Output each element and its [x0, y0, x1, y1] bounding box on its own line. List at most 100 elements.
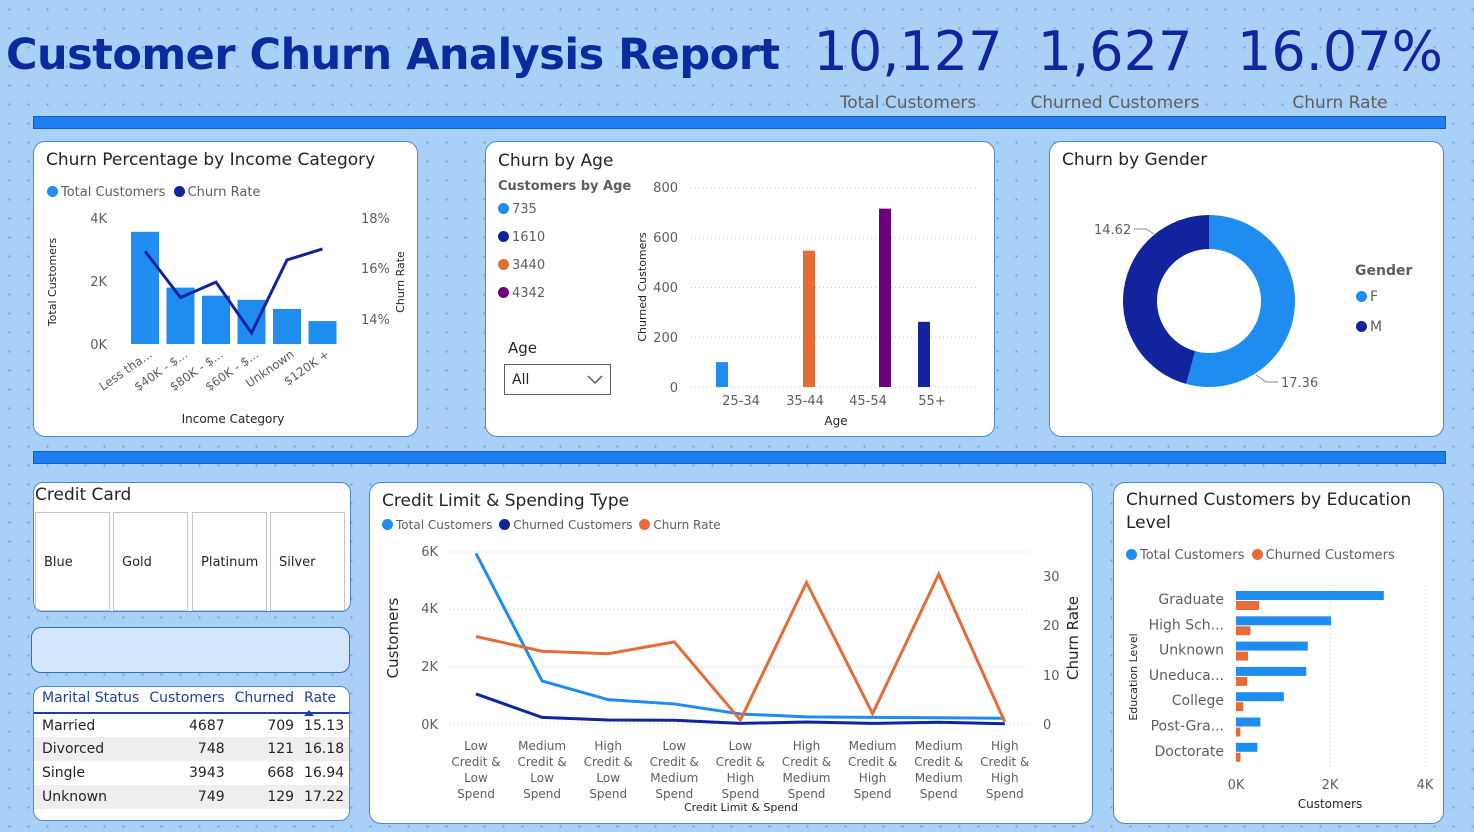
gender-legend-item-f[interactable]: F	[1356, 289, 1378, 305]
age-x-tick: 55+	[918, 394, 945, 409]
education-bar-churned[interactable]	[1236, 651, 1249, 661]
spend-legend-total[interactable]: Total Customers	[382, 518, 492, 532]
legend-dot-icon	[498, 203, 509, 214]
education-bar-total[interactable]	[1236, 692, 1284, 702]
income-y2-tick: 16%	[361, 262, 390, 277]
education-bar-churned[interactable]	[1236, 601, 1260, 610]
age-x-axis-label: Age	[824, 414, 847, 428]
gender-legend-item-m[interactable]: M	[1356, 319, 1382, 335]
education-bar-total[interactable]	[1236, 616, 1332, 626]
income-bar[interactable]	[308, 321, 337, 344]
table-row[interactable]: Married 4687 709 15.13	[42, 717, 345, 734]
age-bar[interactable]	[879, 208, 891, 387]
spend-churn-rate-line[interactable]	[475, 570, 1007, 723]
age-y-tick: 400	[653, 281, 678, 296]
marital-status-table-card[interactable]: Marital Status Customers Churned Rate Ma…	[33, 686, 350, 821]
education-bar-churned[interactable]	[1236, 702, 1244, 712]
table-row[interactable]: Unknown 749 129 17.22	[34, 785, 349, 809]
gender-label-leader	[1134, 228, 1155, 235]
spend-legend-rate[interactable]: Churn Rate	[639, 518, 721, 532]
age-x-tick: 45-54	[849, 394, 887, 409]
income-legend-total[interactable]: Total Customers	[47, 185, 165, 200]
kpi-churned-customers-label: Churned Customers	[1030, 93, 1200, 113]
education-category-label: High Sch...	[1149, 617, 1224, 633]
education-legend-total[interactable]: Total Customers	[1126, 548, 1244, 563]
income-legend-rate[interactable]: Churn Rate	[173, 185, 260, 200]
table-header-customers[interactable]: Customers	[144, 687, 230, 714]
age-legend-item[interactable]: 4342	[498, 286, 545, 301]
gender-card[interactable]: Churn by Gender 14.62 17.36 Gender F M	[1049, 141, 1444, 437]
table-row[interactable]: Single 3943 668 16.94	[42, 765, 345, 781]
spend-x-tick: Spend	[589, 787, 627, 801]
spend-x-tick: Spend	[920, 787, 958, 801]
table-header-rate[interactable]: Rate	[299, 687, 349, 716]
education-card[interactable]: Churned Customers by Education Level Tot…	[1113, 482, 1444, 824]
education-bar-total[interactable]	[1236, 591, 1384, 600]
education-bar-total[interactable]	[1236, 666, 1307, 676]
kpi-total-customers-label: Total Customers	[839, 93, 977, 113]
education-y-axis-label: Education Level	[1127, 633, 1140, 720]
age-bar[interactable]	[716, 362, 728, 387]
credit-card-option-platinum[interactable]: Platinum	[192, 512, 267, 611]
age-slicer-dropdown[interactable]: All	[504, 364, 611, 395]
spend-total-customers-line[interactable]	[474, 552, 1005, 720]
legend-dot-icon	[1356, 321, 1367, 332]
spend-x-tick: Medium	[518, 739, 566, 753]
education-bar-churned[interactable]	[1236, 752, 1241, 762]
education-bar-churned[interactable]	[1236, 727, 1241, 737]
kpi-total-customers-value: 10,127	[813, 20, 1003, 83]
education-bar-churned[interactable]	[1236, 676, 1248, 686]
spend-legend-churned[interactable]: Churned Customers	[499, 518, 633, 532]
spend-x-tick: Low	[662, 739, 686, 753]
table-row[interactable]: Divorced 748 121 16.18	[34, 737, 349, 761]
credit-card-option-silver[interactable]: Silver	[270, 512, 345, 611]
education-bar-total[interactable]	[1236, 641, 1308, 651]
income-bar[interactable]	[237, 299, 266, 344]
income-bar[interactable]	[202, 295, 230, 344]
spend-y-tick: 4K	[421, 602, 438, 617]
legend-dot-icon	[1126, 549, 1137, 560]
spend-y2-tick: 10	[1043, 669, 1060, 684]
education-chart[interactable]: Education Level Customers 0K 2K 4K Gradu…	[1114, 483, 1444, 824]
income-bar[interactable]	[273, 308, 301, 344]
gender-donut-chart[interactable]: 14.62 17.36	[1050, 142, 1444, 437]
spend-x-tick: High	[727, 771, 755, 785]
age-legend-item[interactable]: 1610	[498, 230, 545, 245]
income-y2-tick: 14%	[361, 313, 390, 328]
spend-chart[interactable]: 6K 4K 2K 0K 30 20 10 0 Customers Churn R…	[370, 483, 1093, 824]
gender-value-label-f: 17.36	[1281, 376, 1318, 391]
age-legend-item[interactable]: 3440	[498, 258, 545, 273]
age-chart[interactable]: 800 600 400 200 0 Churned Customers Age …	[486, 142, 995, 437]
spend-y2-tick: 0	[1043, 718, 1051, 733]
age-bar[interactable]	[803, 250, 815, 387]
education-legend-churned[interactable]: Churned Customers	[1251, 548, 1395, 563]
spend-churned-customers-line[interactable]	[475, 692, 1005, 726]
spend-x-tick: Credit &	[716, 755, 765, 769]
legend-dot-icon	[498, 259, 509, 270]
header-divider-band	[33, 116, 1446, 129]
education-bar-churned[interactable]	[1236, 626, 1251, 636]
gender-slice-m[interactable]	[1123, 215, 1209, 384]
income-category-card[interactable]: Churn Percentage by Income Category Tota…	[33, 141, 418, 437]
table-header-marital-status[interactable]: Marital Status	[34, 687, 145, 714]
income-y2-axis-label: Churn Rate	[394, 251, 407, 313]
age-card[interactable]: Churn by Age Customers by Age 735 1610 3…	[485, 141, 995, 437]
gender-slice-f[interactable]	[1186, 215, 1295, 387]
education-bar-total[interactable]	[1236, 742, 1258, 752]
income-churn-rate-line[interactable]	[143, 247, 323, 336]
age-bar[interactable]	[918, 321, 930, 387]
spend-x-tick: Credit &	[584, 755, 633, 769]
spend-y-tick: 0K	[421, 718, 438, 733]
age-y-tick: 600	[653, 231, 678, 246]
age-y-tick: 800	[653, 181, 678, 196]
age-legend-item[interactable]: 735	[498, 202, 537, 217]
credit-card-option-gold[interactable]: Gold	[113, 512, 188, 611]
education-bar-total[interactable]	[1236, 717, 1261, 727]
income-bar[interactable]	[131, 231, 159, 344]
education-category-label: Doctorate	[1154, 744, 1224, 760]
table-header-churned[interactable]: Churned	[229, 687, 300, 714]
legend-dot-icon	[498, 231, 509, 242]
income-chart[interactable]: 4K 2K 0K 18% 16% 14% Total Customers Chu…	[34, 142, 418, 437]
credit-card-option-blue[interactable]: Blue	[35, 512, 110, 611]
credit-limit-spending-card[interactable]: Credit Limit & Spending Type Total Custo…	[369, 482, 1093, 824]
